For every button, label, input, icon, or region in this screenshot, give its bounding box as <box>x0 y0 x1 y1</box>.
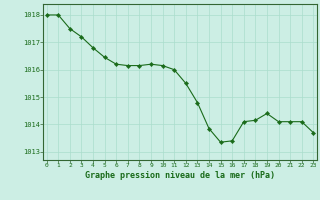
X-axis label: Graphe pression niveau de la mer (hPa): Graphe pression niveau de la mer (hPa) <box>85 171 275 180</box>
